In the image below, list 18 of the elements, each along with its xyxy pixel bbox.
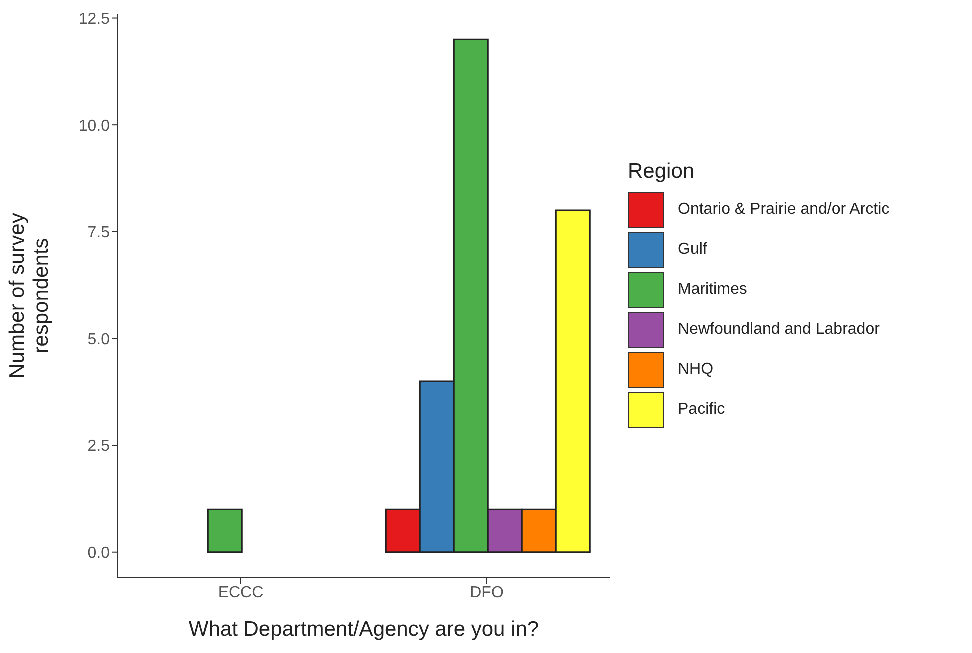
y-tick-label: 2.5 xyxy=(88,438,110,456)
y-tick-label: 5.0 xyxy=(88,331,110,348)
x-axis-title: What Department/Agency are you in? xyxy=(188,618,540,641)
y-tick-label: 7.5 xyxy=(88,224,110,242)
legend-label: Ontario & Prairie and/or Arctic xyxy=(678,201,890,219)
y-tick-label: 0.0 xyxy=(88,545,110,562)
bar xyxy=(207,508,243,554)
legend-label: Gulf xyxy=(678,241,708,259)
legend-title: Region xyxy=(628,160,696,184)
legend-label: Pacific xyxy=(678,401,726,419)
y-tick-label: 12.5 xyxy=(78,10,110,28)
legend-label: Newfoundland and Labrador xyxy=(678,321,880,339)
legend-label: NHQ xyxy=(678,361,714,379)
legend-label: Maritimes xyxy=(678,281,748,299)
x-tick-label: ECCC xyxy=(218,584,264,602)
x-tick-label: DFO xyxy=(470,584,504,602)
y-axis-title: Number of survey respondents xyxy=(6,212,53,379)
y-tick-label: 10.0 xyxy=(78,118,110,135)
